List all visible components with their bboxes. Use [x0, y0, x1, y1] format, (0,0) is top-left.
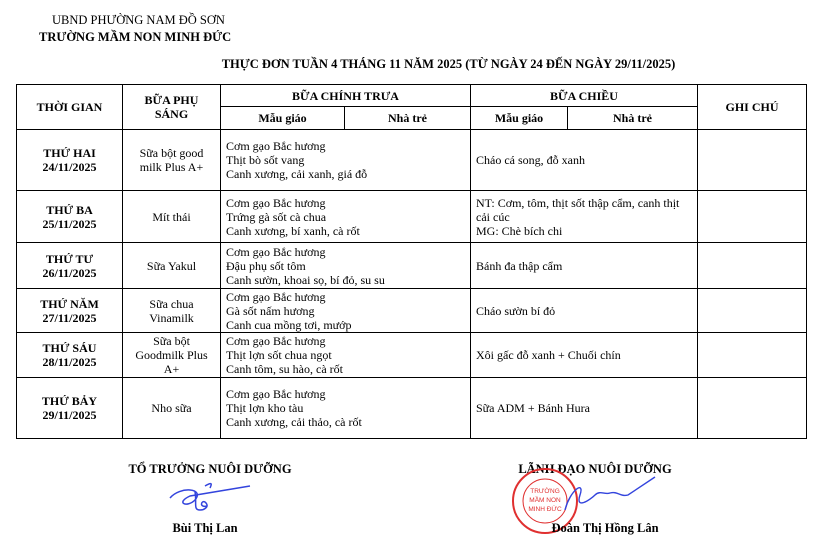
header-time: THỜI GIAN: [16, 84, 123, 130]
lunch-dish: Cơm gạo Bắc hương: [226, 387, 326, 401]
afternoon-cell: Cháo sườn bí đỏ: [470, 288, 698, 333]
header-afternoon-kindergarten: Mẫu giáo: [470, 106, 568, 130]
lunch-dish: Cơm gạo Bắc hương: [226, 195, 326, 210]
note-cell: [697, 129, 807, 191]
morning-snack-cell: Nho sữa: [122, 377, 221, 439]
right-signer-name: Đoàn Thị Hồng Lân: [551, 521, 659, 535]
lunch-dish: Canh xương, cải xanh, giá đỗ: [226, 167, 368, 181]
left-signer-name: Bùi Thị Lan: [172, 521, 238, 535]
lunch-dish: Cơm gạo Bắc hương: [226, 139, 326, 153]
day-date: 26/11/2025: [42, 265, 97, 280]
lunch-dish: Thịt bò sốt vang: [226, 153, 305, 167]
page-title: THỰC ĐƠN TUẦN 4 THÁNG 11 NĂM 2025 (TỪ NG…: [221, 57, 676, 71]
day-name: THỨ BẢY: [41, 394, 98, 408]
day-cell: THỨ SÁU 28/11/2025: [16, 332, 123, 378]
header-lunch-nursery: Nhà trẻ: [344, 106, 471, 130]
day-date: 27/11/2025: [42, 310, 97, 325]
table-row: THỨ SÁU 28/11/2025 Sữa bột Goodmilk Plus A…: [16, 332, 807, 378]
day-date: 29/11/2025: [42, 408, 97, 422]
svg-text:MẦM NON: MẦM NON: [529, 494, 561, 504]
day-name: THỨ HAI: [43, 146, 96, 160]
table-row: THỨ NĂM 27/11/2025 Sữa chua Vinamilk Cơm gạ…: [16, 288, 807, 333]
day-name: THỨ NĂM: [40, 296, 99, 311]
afternoon-dish: MG: Chè bích chi: [476, 223, 563, 238]
lunch-dish: Canh cua mồng tơi, mướp: [226, 317, 352, 332]
table-row: THỨ BA 25/11/2025 Mít thái Cơm gạo Bắc hươn…: [16, 190, 807, 243]
lunch-dish: Canh xương, bí xanh, cà rốt: [226, 223, 360, 238]
afternoon-dish: Sữa ADM + Bánh Hura: [476, 401, 590, 415]
day-name: THỨ SÁU: [42, 341, 97, 355]
afternoon-dish: Cháo cá song, đỗ xanh: [476, 153, 585, 167]
table-row: THỨ TƯ 26/11/2025 Sữa Yakul Cơm gạo Bắc hươ…: [16, 242, 807, 289]
header-lunch: BỮA CHÍNH TRƯA: [220, 84, 471, 107]
morning-snack-cell: Sữa chua Vinamilk: [122, 288, 221, 333]
menu-table: THỜI GIAN BỮA PHỤ SÁNG BỮA CHÍNH TRƯA BỮ…: [16, 84, 807, 439]
afternoon-cell: Xôi gấc đỗ xanh + Chuối chín: [470, 332, 698, 378]
lunch-cell: Cơm gạo Bắc hương Thịt bò sốt vang Canh xư…: [220, 129, 471, 191]
header-lunch-kindergarten: Mẫu giáo: [220, 106, 345, 130]
morning-snack-cell: Sữa Yakul: [122, 242, 221, 289]
svg-text:MINH ĐỨC: MINH ĐỨC: [528, 504, 562, 513]
day-date: 24/11/2025: [42, 160, 97, 174]
svg-text:TRƯỜNG: TRƯỜNG: [530, 486, 560, 495]
note-cell: [697, 288, 807, 333]
note-cell: [697, 190, 807, 243]
school-stamp: TRƯỜNG MẦM NON MINH ĐỨC: [512, 468, 656, 534]
lunch-dish: Canh tôm, su hào, cà rốt: [226, 362, 343, 376]
lunch-dish: Canh sườn, khoai sọ, bí đỏ, su su: [226, 272, 385, 287]
morning-snack-cell: Mít thái: [122, 190, 221, 243]
lunch-cell: Cơm gạo Bắc hương Thịt lợn sốt chua ngọt C…: [220, 332, 471, 378]
left-signature: [169, 482, 251, 511]
lunch-cell: Cơm gạo Bắc hương Gà sốt nấm hương Canh cu…: [220, 288, 471, 333]
afternoon-cell: Bánh đa thập cẩm: [470, 242, 698, 289]
day-cell: THỨ NĂM 27/11/2025: [16, 288, 123, 333]
lunch-dish: Cơm gạo Bắc hương: [226, 244, 326, 259]
lunch-dish: Đậu phụ sốt tôm: [226, 258, 306, 273]
lunch-dish: Cơm gạo Bắc hương: [226, 334, 326, 348]
afternoon-cell: NT: Cơm, tôm, thịt sốt thập cẩm, canh th…: [470, 190, 698, 243]
lunch-cell: Cơm gạo Bắc hương Đậu phụ sốt tôm Canh sườ…: [220, 242, 471, 289]
table-row: THỨ HAI 24/11/2025 Sữa bột good milk Plus …: [16, 129, 807, 191]
lunch-dish: Thịt lợn kho tàu: [226, 401, 304, 415]
afternoon-cell: Sữa ADM + Bánh Hura: [470, 377, 698, 439]
authority-name: UBND PHƯỜNG NAM ĐỒ SƠN: [52, 13, 225, 27]
lunch-dish: Gà sốt nấm hương: [226, 303, 315, 318]
morning-snack-cell: Sữa bột good milk Plus A+: [122, 129, 221, 191]
day-date: 28/11/2025: [42, 355, 97, 369]
day-date: 25/11/2025: [42, 216, 97, 231]
table-row: THỨ BẢY 29/11/2025 Nho sữa Cơm gạo Bắc hươn…: [16, 377, 807, 439]
afternoon-cell: Cháo cá song, đỗ xanh: [470, 129, 698, 191]
lunch-dish: Thịt lợn sốt chua ngọt: [226, 348, 332, 362]
day-name: THỨ BA: [46, 202, 93, 217]
right-signer-title: LÃNH ĐẠO NUÔI DƯỠNG: [518, 462, 672, 476]
lunch-cell: Cơm gạo Bắc hương Thịt lợn kho tàu Canh xư…: [220, 377, 471, 439]
header-afternoon: BỮA CHIỀU: [470, 84, 698, 107]
lunch-dish: Trứng gà sốt cà chua: [226, 209, 327, 224]
day-cell: THỨ BẢY 29/11/2025: [16, 377, 123, 439]
afternoon-dish: Cháo sườn bí đỏ: [476, 303, 556, 318]
afternoon-dish: NT: Cơm, tôm, thịt sốt thập cẩm, canh th…: [476, 195, 680, 224]
lunch-cell: Cơm gạo Bắc hương Trứng gà sốt cà chua Can…: [220, 190, 471, 243]
day-cell: THỨ BA 25/11/2025: [16, 190, 123, 243]
afternoon-dish: Xôi gấc đỗ xanh + Chuối chín: [476, 348, 621, 362]
left-signer-title: TỔ TRƯỞNG NUÔI DƯỠNG: [128, 462, 292, 476]
header-note: GHI CHÚ: [697, 84, 807, 130]
header-afternoon-nursery: Nhà trẻ: [567, 106, 698, 130]
note-cell: [697, 242, 807, 289]
day-cell: THỨ TƯ 26/11/2025: [16, 242, 123, 289]
afternoon-dish: Bánh đa thập cẩm: [476, 258, 563, 273]
day-name: THỨ TƯ: [45, 251, 94, 266]
lunch-dish: Canh xương, cải thảo, cà rốt: [226, 415, 362, 429]
school-name: TRƯỜNG MẦM NON MINH ĐỨC: [39, 30, 232, 44]
lunch-dish: Cơm gạo Bắc hương: [226, 289, 326, 304]
header-morning-snack: BỮA PHỤ SÁNG: [122, 84, 221, 130]
note-cell: [697, 377, 807, 439]
morning-snack-cell: Sữa bột Goodmilk Plus A+: [122, 332, 221, 378]
day-cell: THỨ HAI 24/11/2025: [16, 129, 123, 191]
note-cell: [697, 332, 807, 378]
